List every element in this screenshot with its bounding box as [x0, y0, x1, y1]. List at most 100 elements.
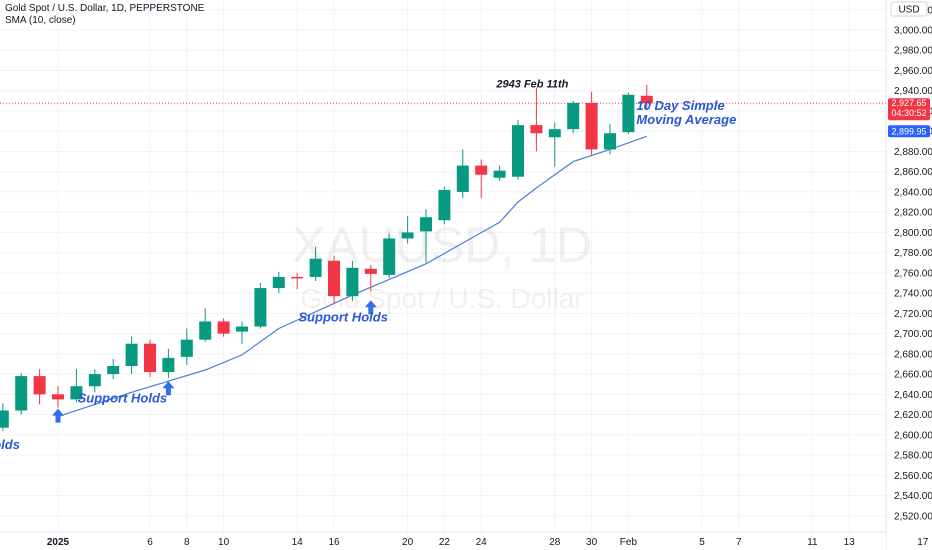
- x-tick-label: 6: [147, 537, 153, 548]
- candle: [33, 369, 46, 405]
- price-scale[interactable]: [886, 0, 932, 550]
- y-tick-label: 2,580.00: [894, 451, 932, 462]
- candle-body: [585, 102, 598, 150]
- candle-body: [567, 102, 580, 130]
- candle: [52, 386, 64, 408]
- current-price-label: 2,927.65: [891, 98, 926, 108]
- candle: [585, 91, 598, 156]
- y-tick-label: 2,880.00: [894, 147, 932, 158]
- candle: [70, 369, 83, 403]
- support-arrow-icon: [162, 381, 175, 396]
- y-tick-label: 3,000.00: [894, 26, 932, 37]
- annotation-label: Support Holds: [78, 390, 168, 405]
- legend: Gold Spot / U.S. Dollar, 1D, PEPPERSTONE…: [5, 3, 205, 26]
- candle: [309, 246, 322, 281]
- annotation-label: Support Holds: [298, 309, 388, 324]
- candle: [162, 348, 175, 379]
- y-tick-label: 2,640.00: [894, 390, 932, 401]
- candle-body: [88, 374, 101, 387]
- y-tick-label: 2,760.00: [894, 268, 932, 279]
- sma-line: [57, 135, 648, 418]
- annotation-label: Support Holds: [0, 437, 20, 452]
- candle-body: [272, 276, 285, 289]
- sma-price-label: 2,899.95: [891, 126, 926, 136]
- candle-body: [162, 357, 175, 373]
- x-tick-label: 30: [586, 537, 598, 548]
- candle: [217, 318, 230, 337]
- price-badges: 2,927.65 04:30:52 2,899.95: [888, 98, 930, 138]
- x-tick-label: 28: [549, 537, 561, 548]
- y-tick-label: 2,600.00: [894, 430, 932, 441]
- y-tick-label: 2,820.00: [894, 208, 932, 219]
- y-tick-label: 2,660.00: [894, 370, 932, 381]
- candle: [364, 264, 377, 292]
- y-tick-label: 2,740.00: [894, 289, 932, 300]
- candle: [328, 255, 340, 304]
- y-tick-label: 2,560.00: [894, 471, 932, 482]
- x-tick-label: 8: [184, 537, 190, 548]
- x-axis-ticks: 272025681014162022242830Feb5711131719212…: [47, 537, 929, 548]
- candle-body: [0, 410, 9, 428]
- candle-body: [291, 276, 304, 279]
- annotation-label: 10 Day Simple: [636, 98, 724, 113]
- candle-body: [383, 238, 396, 275]
- candle: [199, 308, 212, 342]
- candle-body: [254, 288, 267, 327]
- support-arrow-icon: [364, 300, 377, 315]
- x-tick-label: Feb: [620, 537, 638, 548]
- candle: [622, 92, 635, 135]
- candle-body: [15, 376, 28, 411]
- candle-body: [52, 394, 64, 400]
- candle-body: [144, 343, 156, 373]
- currency-box[interactable]: [890, 1, 928, 17]
- y-tick-label: 2,620.00: [894, 410, 932, 421]
- support-arrow-icon: [52, 408, 64, 423]
- x-tick-label: 14: [292, 537, 304, 548]
- y-tick-label: 2,780.00: [894, 248, 932, 259]
- candle-body: [401, 232, 414, 239]
- x-tick-label: 11: [807, 537, 818, 548]
- candle: [567, 100, 580, 134]
- grid: [0, 0, 924, 532]
- candle-body: [199, 321, 212, 340]
- candle-body: [346, 267, 359, 297]
- x-tick-label: 10: [218, 537, 230, 548]
- candle: [383, 233, 396, 278]
- time-scale[interactable]: [0, 532, 886, 550]
- candle-body: [328, 260, 340, 297]
- y-tick-label: 2,940.00: [894, 86, 932, 97]
- candle: [548, 122, 561, 167]
- sma-price-badge: [888, 125, 930, 138]
- candle: [291, 272, 304, 290]
- x-tick-label: 24: [476, 537, 488, 548]
- y-tick-label: 2,840.00: [894, 187, 932, 198]
- candle: [272, 271, 285, 294]
- candle-body: [475, 165, 488, 175]
- candle: [401, 216, 414, 244]
- candle: [346, 260, 359, 302]
- y-tick-label: 2,800.00: [894, 228, 932, 239]
- countdown-label: 04:30:52: [891, 108, 926, 118]
- candle: [107, 358, 120, 380]
- candle: [604, 124, 616, 155]
- candle: [0, 403, 9, 431]
- candle-body: [438, 189, 451, 221]
- indicator-label: SMA (10, close): [5, 15, 76, 26]
- y-tick-label: 2,540.00: [894, 491, 932, 502]
- candle-body: [530, 125, 543, 134]
- candles: [0, 84, 653, 431]
- y-tick-label: 2,720.00: [894, 309, 932, 320]
- candle-body: [622, 94, 635, 133]
- candle: [180, 328, 193, 365]
- support-arrows: [52, 300, 377, 423]
- candle-body: [107, 365, 120, 375]
- candle-body: [364, 268, 377, 274]
- x-tick-label: 13: [844, 537, 856, 548]
- chart-title: Gold Spot / U.S. Dollar, 1D, PEPPERSTONE: [5, 3, 205, 14]
- x-tick-label: 2025: [47, 537, 70, 548]
- y-tick-label: 2,860.00: [894, 167, 932, 178]
- candle: [88, 369, 101, 393]
